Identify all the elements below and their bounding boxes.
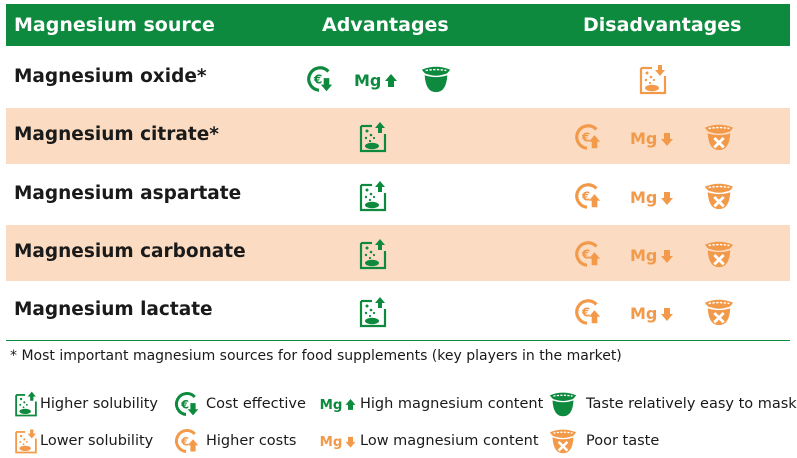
higher-solubility-icon xyxy=(358,179,388,213)
legend-label: Poor taste xyxy=(586,433,660,449)
header-disadvantages: Disadvantages xyxy=(583,14,742,36)
magnesium-source-name: Magnesium lactate xyxy=(14,299,213,320)
svg-text:Mg: Mg xyxy=(630,304,657,323)
low-magnesium-icon: Mg xyxy=(630,243,674,267)
lower-solubility-icon xyxy=(12,427,40,455)
higher-costs-icon: € xyxy=(172,427,200,455)
legend-label: High magnesium content xyxy=(360,396,544,412)
legend-label: Cost effective xyxy=(206,396,306,412)
svg-text:Mg: Mg xyxy=(354,71,381,90)
higher-solubility-icon xyxy=(358,237,388,271)
high-magnesium-icon: Mg xyxy=(354,68,398,92)
svg-text:Mg: Mg xyxy=(320,398,343,413)
low-magnesium-icon: Mg xyxy=(630,301,674,325)
low-magnesium-icon: Mg xyxy=(630,185,674,209)
low-magnesium-icon: Mg xyxy=(630,126,674,150)
svg-text:€: € xyxy=(581,190,590,204)
poor-taste-icon xyxy=(703,237,735,271)
svg-text:Mg: Mg xyxy=(630,129,657,148)
lower-solubility-icon xyxy=(638,62,668,96)
magnesium-source-name: Magnesium aspartate xyxy=(14,183,242,204)
svg-text:€: € xyxy=(581,306,590,320)
higher-solubility-icon xyxy=(358,295,388,329)
table-row: Magnesium oxide* € Mg xyxy=(6,50,790,106)
magnesium-source-name: Magnesium oxide* xyxy=(14,66,207,87)
svg-text:Mg: Mg xyxy=(320,435,343,450)
higher-solubility-icon xyxy=(12,390,40,418)
table-row: Magnesium aspartate € Mg xyxy=(6,167,790,223)
svg-text:Mg: Mg xyxy=(630,188,657,207)
cost-effective-icon: € xyxy=(304,62,334,96)
table-row: Magnesium carbonate € Mg xyxy=(6,225,790,281)
poor-taste-icon xyxy=(703,295,735,329)
svg-text:€: € xyxy=(581,131,590,145)
legend-label: Taste relatively easy to mask xyxy=(586,396,797,412)
footnote: * Most important magnesium sources for f… xyxy=(10,348,622,364)
higher-costs-icon: € xyxy=(572,295,602,329)
svg-text:€: € xyxy=(180,397,189,411)
higher-costs-icon: € xyxy=(572,120,602,154)
svg-text:€: € xyxy=(180,434,189,448)
svg-text:€: € xyxy=(313,73,322,87)
table-header: Magnesium source Advantages Disadvantage… xyxy=(6,4,790,46)
poor-taste-icon xyxy=(548,427,578,455)
higher-costs-icon: € xyxy=(572,237,602,271)
low-magnesium-icon: Mg xyxy=(316,431,360,451)
poor-taste-icon xyxy=(703,179,735,213)
higher-solubility-icon xyxy=(358,120,388,154)
header-advantages: Advantages xyxy=(322,14,449,36)
magnesium-source-name: Magnesium carbonate xyxy=(14,241,246,262)
higher-costs-icon: € xyxy=(572,179,602,213)
legend-label: Higher costs xyxy=(206,433,297,449)
poor-taste-icon xyxy=(703,120,735,154)
header-magnesium-source: Magnesium source xyxy=(14,14,215,36)
taste-easy-mask-icon xyxy=(420,62,452,96)
footnote-divider xyxy=(6,340,790,341)
table-row: Magnesium citrate* € Mg xyxy=(6,108,790,164)
svg-text:Mg: Mg xyxy=(630,246,657,265)
table-row: Magnesium lactate € Mg xyxy=(6,283,790,339)
high-magnesium-icon: Mg xyxy=(316,394,360,414)
cost-effective-icon: € xyxy=(172,390,200,418)
legend-label: Higher solubility xyxy=(40,396,159,412)
svg-text:€: € xyxy=(581,248,590,262)
legend-label: Lower solubility xyxy=(40,433,154,449)
taste-easy-mask-icon xyxy=(548,390,578,418)
magnesium-source-name: Magnesium citrate* xyxy=(14,124,219,145)
legend-label: Low magnesium content xyxy=(360,433,539,449)
